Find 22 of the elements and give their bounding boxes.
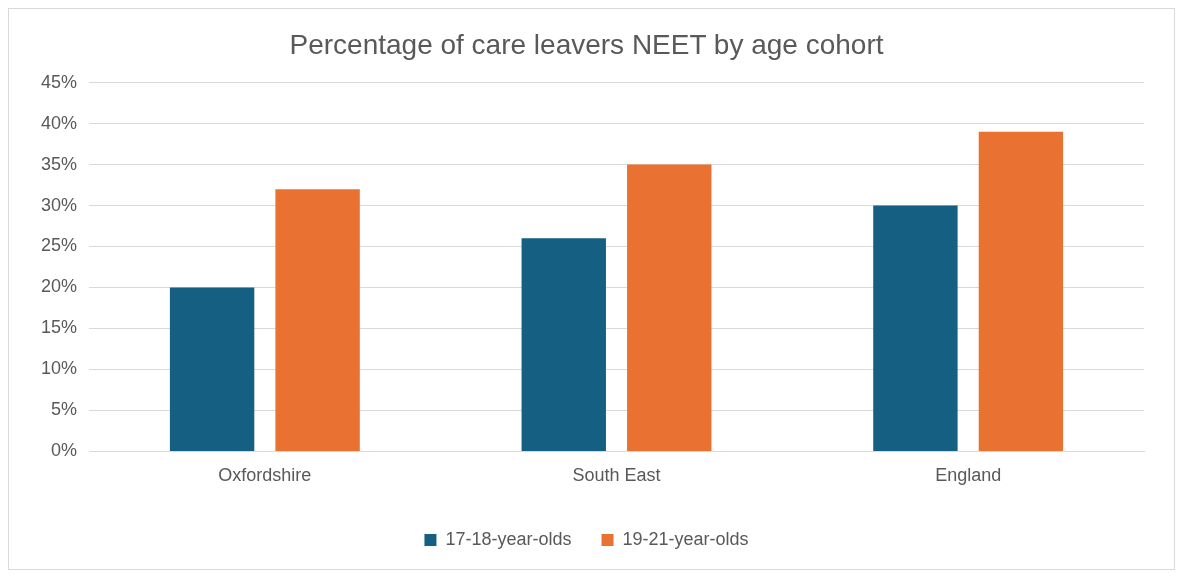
y-tick-label: 20% — [41, 276, 78, 297]
bar — [275, 189, 360, 451]
y-tick-label: 0% — [51, 440, 78, 461]
y-tick-label: 45% — [41, 71, 78, 92]
x-tick-label: Oxfordshire — [218, 465, 312, 486]
y-tick-label: 5% — [51, 399, 78, 420]
legend-label: 17-18-year-olds — [445, 528, 572, 549]
legend-label: 19-21-year-olds — [622, 528, 749, 549]
bar — [521, 238, 606, 451]
x-tick-label: England — [935, 465, 1002, 486]
x-tick-label: South East — [572, 465, 661, 486]
bar — [627, 164, 712, 451]
chart-title: Percentage of care leavers NEET by age cohort — [289, 28, 884, 60]
y-tick-label: 15% — [41, 317, 78, 338]
bar — [169, 287, 255, 451]
bar — [978, 131, 1064, 451]
y-tick-label: 25% — [41, 235, 78, 256]
y-tick-label: 30% — [41, 194, 78, 215]
y-tick-label: 10% — [41, 358, 78, 379]
bar — [873, 205, 958, 451]
y-tick-label: 35% — [41, 153, 78, 174]
y-tick-label: 40% — [41, 112, 78, 133]
